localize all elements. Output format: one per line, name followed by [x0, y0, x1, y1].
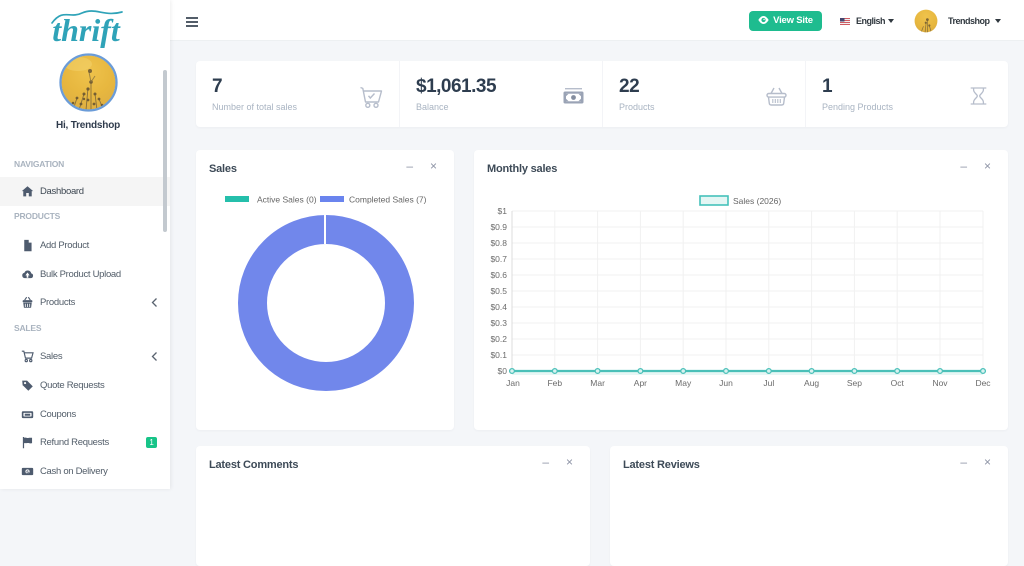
svg-text:$0.2: $0.2 [490, 334, 507, 344]
svg-text:$0.4: $0.4 [490, 302, 507, 312]
svg-text:$0.9: $0.9 [490, 222, 507, 232]
svg-text:Active Sales (0): Active Sales (0) [257, 195, 317, 205]
svg-text:Feb: Feb [547, 378, 562, 388]
svg-text:$0: $0 [498, 366, 508, 376]
svg-text:May: May [675, 378, 692, 388]
svg-text:Aug: Aug [804, 378, 819, 388]
svg-text:Apr: Apr [634, 378, 647, 388]
svg-text:Sep: Sep [847, 378, 862, 388]
svg-text:thrift: thrift [52, 12, 121, 48]
svg-text:Jan: Jan [506, 378, 520, 388]
svg-text:$0.6: $0.6 [490, 270, 507, 280]
svg-text:Jul: Jul [763, 378, 774, 388]
svg-text:Nov: Nov [932, 378, 948, 388]
svg-text:Completed Sales (7): Completed Sales (7) [349, 195, 427, 205]
svg-text:Oct: Oct [891, 378, 905, 388]
svg-text:Sales (2026): Sales (2026) [733, 196, 781, 206]
svg-text:Dec: Dec [975, 378, 991, 388]
svg-text:$0.8: $0.8 [490, 238, 507, 248]
svg-text:Jun: Jun [719, 378, 733, 388]
svg-text:$1: $1 [498, 206, 508, 216]
svg-text:$0.5: $0.5 [490, 286, 507, 296]
svg-text:$0.7: $0.7 [490, 254, 507, 264]
svg-text:$: $ [26, 469, 29, 475]
svg-text:$0.1: $0.1 [490, 350, 507, 360]
svg-text:$0.3: $0.3 [490, 318, 507, 328]
svg-text:Mar: Mar [590, 378, 605, 388]
